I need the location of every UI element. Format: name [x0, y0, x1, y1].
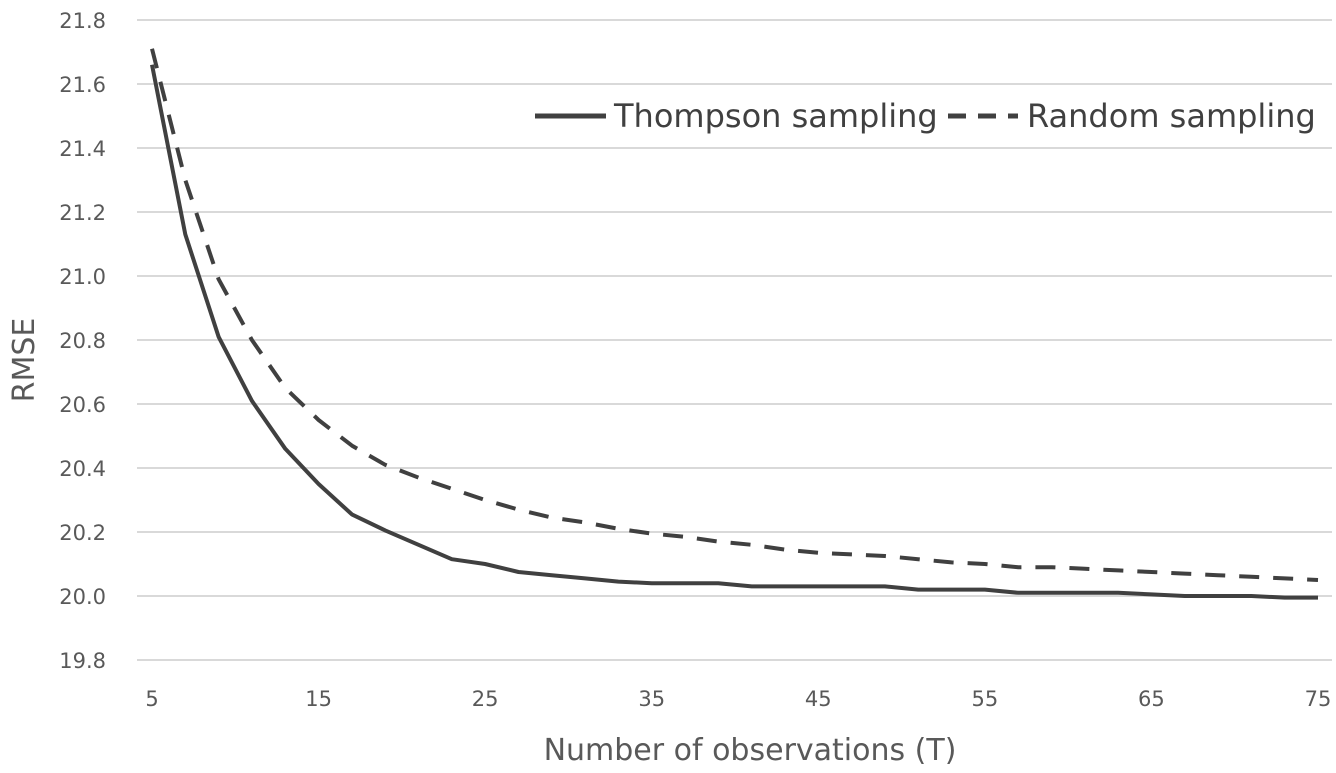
- x-tick-label: 15: [305, 687, 332, 711]
- x-tick-label: 75: [1305, 687, 1332, 711]
- series-line-thompson-sampling: [150, 64, 1318, 600]
- x-tick-label: 45: [805, 687, 832, 711]
- series-lines: [150, 48, 1319, 600]
- y-tick-label: 20.4: [59, 457, 106, 481]
- x-axis-title: Number of observations (T): [544, 733, 957, 768]
- gridlines: [137, 19, 1332, 661]
- x-tick-label: 25: [472, 687, 499, 711]
- legend: Thompson sampling Random sampling: [535, 97, 1316, 135]
- legend-label-thompson-sampling: Thompson sampling: [613, 97, 938, 135]
- x-tick-label: 35: [638, 687, 665, 711]
- y-tick-label: 19.8: [59, 649, 106, 673]
- x-axis-tick-labels: 5 15 25 35 45 55 65 75: [145, 687, 1331, 711]
- y-tick-label: 20.2: [59, 521, 106, 545]
- y-tick-label: 20.6: [59, 393, 106, 417]
- y-tick-label: 21.0: [59, 265, 106, 289]
- y-tick-label: 21.8: [59, 9, 106, 33]
- x-tick-label: 55: [971, 687, 998, 711]
- x-tick-label: 65: [1138, 687, 1165, 711]
- y-axis-tick-labels: 19.8 20.0 20.2 20.4 20.6 20.8 21.0 21.2 21.4 21.6…: [59, 9, 106, 673]
- x-tick-label: 5: [145, 687, 158, 711]
- y-axis-title: RMSE: [7, 318, 42, 403]
- y-tick-label: 20.0: [59, 585, 106, 609]
- y-tick-label: 20.8: [59, 329, 106, 353]
- y-tick-label: 21.2: [59, 201, 106, 225]
- y-tick-label: 21.6: [59, 73, 106, 97]
- series-line-random-sampling: [150, 48, 1319, 582]
- y-tick-label: 21.4: [59, 137, 106, 161]
- legend-label-random-sampling: Random sampling: [1027, 97, 1316, 135]
